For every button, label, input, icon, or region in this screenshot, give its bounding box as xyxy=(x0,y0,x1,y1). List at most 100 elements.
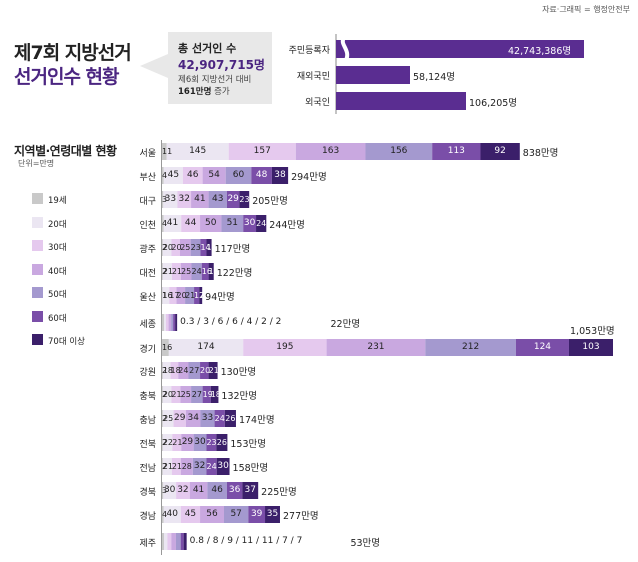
region-label-8: 경기 xyxy=(139,345,156,355)
region-label-9: 강원 xyxy=(139,368,156,378)
value-label-2-5: 29 xyxy=(227,194,239,204)
bar-광주-1 xyxy=(162,239,172,256)
value-label-6-6: 7 xyxy=(199,291,205,300)
top-bar-0 xyxy=(336,40,584,58)
region-label-0: 서울 xyxy=(139,149,156,159)
value-label-5-3: 25 xyxy=(181,267,192,276)
value-label-9-6: 21 xyxy=(208,366,219,375)
value-label-14-1: 30 xyxy=(163,485,176,495)
bar-대구-5 xyxy=(226,191,240,208)
region-total-6: 94만명 xyxy=(205,292,235,303)
bar-부산-2 xyxy=(182,167,203,184)
legend-label-1: 20대 xyxy=(48,219,67,230)
value-label-10-1: 20 xyxy=(162,390,174,399)
bar-전북-3 xyxy=(181,434,194,451)
value-label-1-4: 60 xyxy=(232,170,245,180)
region-label-3: 인천 xyxy=(139,221,156,231)
legend-label-5: 60대 xyxy=(48,313,67,324)
bar-충북-0 xyxy=(162,386,163,403)
bar-광주-5 xyxy=(200,239,207,256)
section-title: 지역별·연령대별 현황 xyxy=(14,144,117,158)
comparison-note: 제6회 지방선거 대비 161만명 증가 xyxy=(178,74,270,98)
bar-광주-3 xyxy=(179,239,191,256)
value-label-12-5: 23 xyxy=(206,438,217,447)
region-label-5: 대전 xyxy=(139,269,156,279)
bar-세종-1 xyxy=(164,314,166,331)
bar-충남-1 xyxy=(162,410,174,427)
bar-대전-1 xyxy=(162,263,172,280)
value-label-9-1: 18 xyxy=(162,366,174,375)
bar-울산-2 xyxy=(169,287,177,304)
value-label-5-4: 24 xyxy=(191,267,202,276)
legend-swatch-3 xyxy=(32,263,43,275)
bar-경북-4 xyxy=(207,482,227,499)
comparison-line: 제6회 지방선거 대비 xyxy=(178,75,252,85)
value-label-4-2: 20 xyxy=(171,243,182,252)
legend-swatch-5 xyxy=(32,310,43,322)
value-label-10-4: 27 xyxy=(191,390,202,399)
bar-대전-4 xyxy=(191,263,202,280)
source-credit: 자료·그래픽 = 행정안전부 xyxy=(542,5,630,14)
top-value-label-0: 42,743,386명 xyxy=(508,46,572,57)
bar-경북-0 xyxy=(162,482,164,499)
bar-충남-2 xyxy=(173,410,186,427)
value-label-15-6: 35 xyxy=(266,509,279,519)
bar-전북-0 xyxy=(162,434,163,451)
region-label-1: 부산 xyxy=(139,173,156,183)
bar-인천-2 xyxy=(181,215,201,232)
value-label-12-3: 29 xyxy=(181,437,194,447)
bar-경기-6 xyxy=(568,339,613,356)
value-label-12-4: 30 xyxy=(194,437,206,447)
bar-경남-4 xyxy=(223,506,249,523)
bar-울산-3 xyxy=(176,287,186,304)
region-total-11: 174만명 xyxy=(238,415,275,426)
value-label-0-4: 156 xyxy=(390,146,408,156)
legend-label-3: 40대 xyxy=(48,266,67,277)
bar-전북-4 xyxy=(193,434,207,451)
bar-세종-6 xyxy=(175,314,178,331)
bar-전남-0 xyxy=(162,458,163,475)
value-label-5-2: 21 xyxy=(171,267,183,276)
value-label-8-6: 103 xyxy=(582,342,600,352)
value-label-4-1: 20 xyxy=(162,243,174,252)
value-label-1-3: 54 xyxy=(208,170,220,180)
value-label-15-2: 45 xyxy=(184,509,197,519)
region-label-12: 전북 xyxy=(139,440,156,450)
value-label-14-5: 36 xyxy=(228,485,241,495)
bar-충남-5 xyxy=(214,410,225,427)
legend-swatch-6 xyxy=(32,334,43,345)
legend-label-6: 70대 이상 xyxy=(48,337,85,347)
value-label-1-2: 46 xyxy=(187,170,199,180)
top-category-label-1: 재외국민 xyxy=(296,72,330,82)
bar-대구-6 xyxy=(239,191,250,208)
bar-경기-0 xyxy=(162,339,169,356)
value-label-5-6: 12 xyxy=(208,267,219,276)
top-value-label-2: 106,205명 xyxy=(469,98,518,109)
bar-광주-2 xyxy=(171,239,180,256)
bar-인천-3 xyxy=(200,215,222,232)
region-total-16: 53만명 xyxy=(350,538,381,549)
bar-전남-1 xyxy=(162,458,172,475)
value-label-8-4: 212 xyxy=(462,342,480,352)
bar-경북-3 xyxy=(189,482,208,499)
bar-광주-4 xyxy=(190,239,201,256)
bar-충남-4 xyxy=(200,410,215,427)
region-total-13: 158만명 xyxy=(232,463,269,474)
value-label-2-2: 32 xyxy=(178,194,190,204)
total-voters-value: 42,907,715명 xyxy=(178,58,265,72)
region-total-12: 153만명 xyxy=(230,439,267,450)
bar-울산-6 xyxy=(199,287,203,304)
bar-광주-0 xyxy=(162,239,163,256)
bar-충북-1 xyxy=(162,386,172,403)
value-label-12-2: 21 xyxy=(172,438,183,447)
bar-대구-3 xyxy=(191,191,209,208)
region-total-4: 117만명 xyxy=(214,244,251,255)
value-label-15-5: 39 xyxy=(250,509,263,519)
region-total-0: 838만명 xyxy=(522,148,559,159)
bar-대전-2 xyxy=(171,263,181,280)
value-label-3-5: 30 xyxy=(243,218,256,228)
legend-label-2: 30대 xyxy=(48,243,67,253)
bar-울산-5 xyxy=(194,287,200,304)
bar-인천-1 xyxy=(163,215,182,232)
